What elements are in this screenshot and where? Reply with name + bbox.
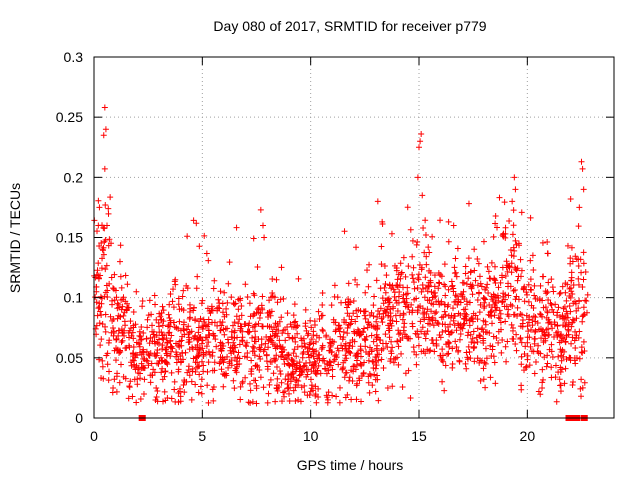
y-tick-label: 0.05: [56, 350, 83, 366]
x-tick-label: 10: [303, 428, 319, 444]
x-tick-label: 15: [411, 428, 427, 444]
x-tick-label: 20: [520, 428, 536, 444]
y-tick-label: 0.2: [64, 169, 84, 185]
x-axis-label: GPS time / hours: [297, 457, 404, 473]
x-tick-label: 5: [198, 428, 206, 444]
y-axis-label: SRMTID / TECUs: [7, 183, 23, 293]
y-tick-label: 0.25: [56, 109, 83, 125]
y-tick-label: 0.3: [64, 49, 84, 65]
chart: 0 0.05 0.1 0.15 0.2 0.25 0.3 0 5 10 15 20 Day 080 o…: [0, 0, 640, 480]
chart-background: [0, 0, 640, 480]
y-tick-label: 0.15: [56, 230, 83, 246]
x-tick-label: 0: [90, 428, 98, 444]
y-tick-label: 0: [75, 410, 83, 426]
y-tick-label: 0.1: [64, 290, 84, 306]
chart-title: Day 080 of 2017, SRMTID for receiver p77…: [213, 18, 486, 34]
